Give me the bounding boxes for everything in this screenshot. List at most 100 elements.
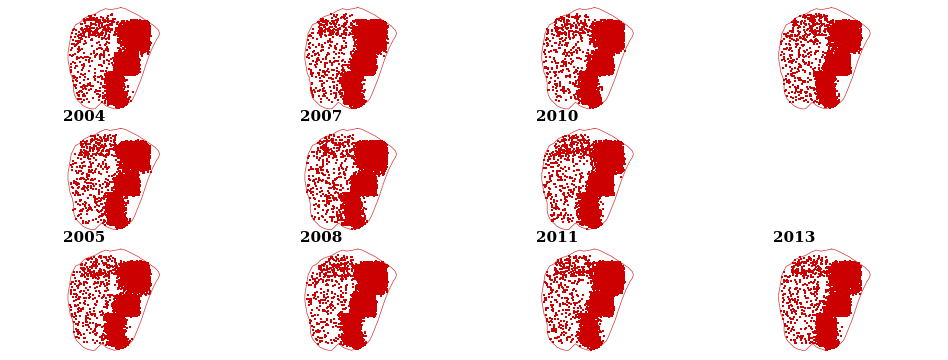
Point [820,338,835,344]
Point [831,21,847,27]
Point [129,287,144,292]
Point [338,222,354,228]
Point [354,103,369,108]
Point [583,89,598,95]
Point [346,180,361,186]
Point [135,270,150,276]
Point [818,318,833,324]
Point [599,189,614,194]
Point [547,297,562,303]
Point [614,146,629,152]
Point [344,336,359,341]
Point [787,16,802,22]
Point [121,157,137,162]
Point [119,172,135,177]
Point [112,192,127,198]
Point [838,29,853,35]
Point [119,313,135,319]
Point [589,300,604,306]
Point [374,138,389,144]
Point [113,84,128,90]
Point [796,263,811,269]
Point [368,152,383,157]
Point [121,299,137,305]
Point [574,71,589,77]
Point [821,53,836,59]
Point [100,323,115,328]
Point [378,273,393,279]
Point [117,60,132,66]
Point [543,164,558,170]
Point [581,62,596,68]
Point [576,204,592,210]
Point [823,102,838,107]
Point [601,184,616,190]
Point [348,54,363,60]
Point [844,32,859,38]
Point [364,68,379,73]
Point [135,40,150,46]
Point [363,66,378,72]
Point [108,96,123,102]
Point [852,49,867,55]
Point [348,187,363,193]
Point [841,276,856,282]
Point [115,338,130,343]
Point [828,59,843,65]
Point [830,307,845,312]
Point [70,321,85,327]
Point [91,271,106,277]
Point [822,339,837,345]
Point [352,298,367,304]
Point [71,319,86,325]
Point [586,102,601,108]
Point [356,58,372,63]
Point [360,179,375,185]
Point [362,60,377,66]
Point [587,291,602,296]
Point [572,80,587,85]
Point [349,220,364,226]
Point [136,44,151,49]
Point [586,66,601,72]
Point [347,208,362,214]
Point [356,303,372,309]
Point [817,82,832,88]
Point [583,219,598,225]
Point [823,332,838,337]
Point [121,305,137,310]
Point [347,201,362,207]
Point [814,269,830,275]
Point [554,212,569,217]
Point [130,59,145,65]
Point [126,41,141,46]
Point [118,29,134,35]
Point [130,297,145,303]
Point [593,57,609,63]
Point [596,161,611,166]
Point [352,267,367,273]
Point [579,341,594,346]
Point [358,184,374,190]
Point [133,261,148,267]
Point [344,206,359,212]
Point [574,315,590,321]
Point [601,143,616,149]
Point [347,43,362,49]
Point [585,344,600,350]
Point [350,339,365,345]
Point [114,190,129,196]
Point [364,161,379,167]
Point [339,89,355,95]
Point [783,278,798,284]
Point [596,24,611,30]
Point [840,29,855,35]
Point [600,282,615,288]
Point [109,217,124,223]
Point [117,24,132,30]
Point [115,139,130,144]
Point [128,309,143,315]
Point [604,272,619,278]
Point [372,272,387,278]
Point [582,310,597,315]
